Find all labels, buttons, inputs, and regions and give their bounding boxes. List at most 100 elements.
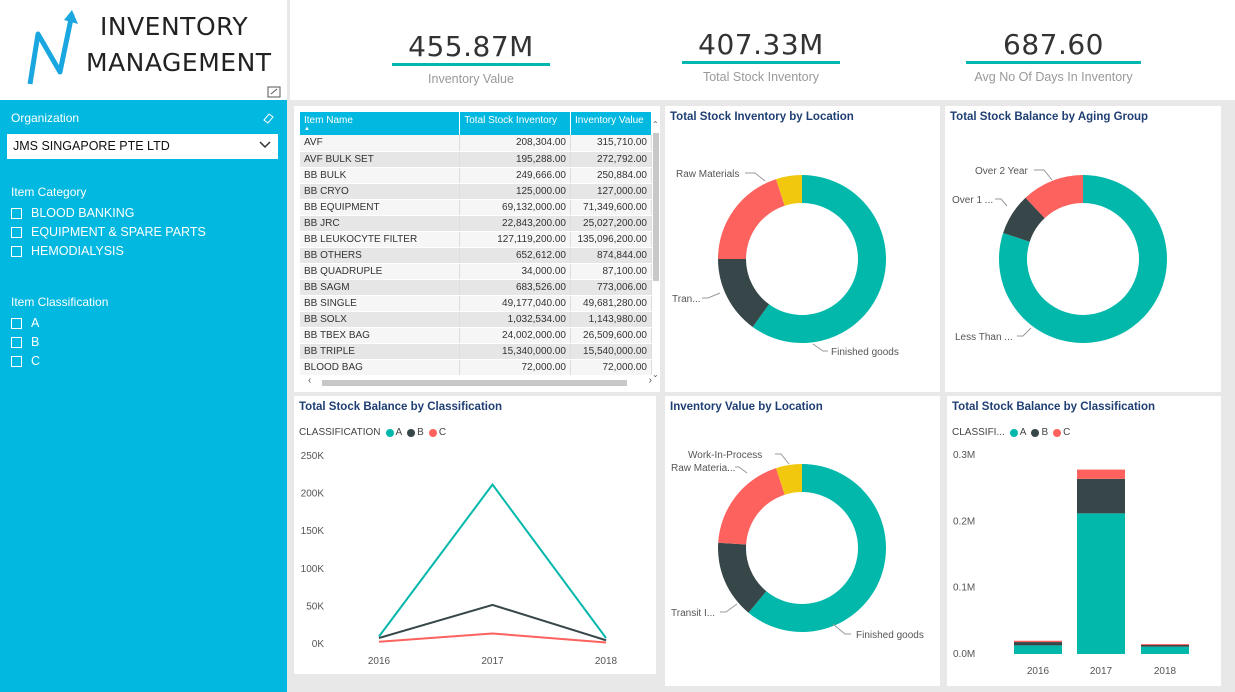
checkbox-icon[interactable] (11, 317, 22, 329)
cell-total-stock: 22,843,200.00 (459, 215, 571, 232)
table-row[interactable]: BB JRC 22,843,200.00 25,027,200.00 (300, 215, 652, 232)
leader-line (735, 466, 748, 474)
chart-legend: CLASSIFI... A B C (952, 427, 1070, 438)
series-line-b (378, 603, 607, 642)
column-header-inventory-value[interactable]: Inventory Value (570, 112, 652, 135)
scrollbar-thumb[interactable] (322, 380, 627, 386)
table-row[interactable]: BB QUADRUPLE 34,000.00 87,100.00 (300, 263, 652, 280)
cell-inventory-value: 72,000.00 (570, 359, 652, 376)
cell-inventory-value: 87,100.00 (570, 263, 652, 280)
table-row[interactable]: BB CRYO 125,000.00 127,000.00 (300, 183, 652, 200)
filter-sidebar (0, 100, 287, 692)
leader-line (745, 172, 766, 182)
cell-item-name: BB OTHERS (300, 247, 461, 264)
scrollbar-thumb[interactable] (653, 133, 659, 281)
table-row[interactable]: BB SOLX 1,032,534.00 1,143,980.00 (300, 311, 652, 328)
donut-slice (718, 179, 785, 259)
y-tick-label: 0.3M (953, 450, 975, 461)
table-row[interactable]: BB OTHERS 652,612.00 874,844.00 (300, 247, 652, 264)
donut-slice (1025, 175, 1083, 219)
cell-item-name: BLOOD BAG (300, 359, 461, 376)
cell-total-stock: 72,000.00 (459, 359, 571, 376)
classification-option-c[interactable]: C (11, 354, 40, 368)
bar-segment (1141, 644, 1189, 646)
checkbox-icon[interactable] (11, 355, 22, 367)
vertical-scrollbar[interactable]: ⌃ ⌄ (652, 120, 660, 379)
y-tick-label: 100K (301, 564, 325, 575)
category-option-blood-banking[interactable]: BLOOD BANKING (11, 206, 135, 220)
table-row[interactable]: BB LEUKOCYTE FILTER 127,119,200.00 135,096… (300, 231, 652, 248)
slice-label: Transit I... (671, 608, 715, 619)
classification-option-b[interactable]: B (11, 335, 39, 349)
kpi-avg-days: 687.60 Avg No Of Days In Inventory (966, 28, 1141, 84)
column-header-total-stock[interactable]: Total Stock Inventory (459, 112, 571, 135)
table-row[interactable]: BB EQUIPMENT 69,132,000.00 71,349,600.00 (300, 199, 652, 216)
donut-slice (999, 175, 1167, 343)
focus-mode-icon[interactable] (267, 86, 281, 98)
leader-line (702, 292, 721, 299)
scroll-left-icon[interactable]: ‹ (308, 375, 312, 386)
organization-dropdown[interactable]: JMS SINGAPORE PTE LTD (7, 134, 278, 159)
cell-inventory-value: 71,349,600.00 (570, 199, 652, 216)
slice-label: Finished goods (831, 347, 899, 358)
checkbox-icon[interactable] (11, 336, 22, 348)
app-title-line2: MANAGEMENT (86, 48, 272, 77)
table-row[interactable]: BB SAGM 683,526.00 773,006.00 (300, 279, 652, 296)
donut-stock-by-aging: Total Stock Balance by Aging Group Less … (945, 106, 1221, 392)
y-tick-label: 50K (306, 601, 324, 612)
slice-label: Less Than ... (955, 332, 1013, 343)
cell-inventory-value: 315,710.00 (570, 135, 652, 152)
slice-label: Raw Materia... (671, 463, 735, 474)
eraser-icon[interactable] (262, 112, 275, 124)
scroll-right-icon[interactable]: › (648, 375, 652, 386)
series-line-a (378, 482, 607, 639)
bar-segment (1014, 640, 1062, 643)
checkbox-icon[interactable] (11, 207, 22, 219)
cell-total-stock: 69,132,000.00 (459, 199, 571, 216)
cell-total-stock: 208,304.00 (459, 135, 571, 152)
cell-total-stock: 15,340,000.00 (459, 343, 571, 360)
bar-segment (1014, 642, 1062, 646)
legend-dot-a (1009, 428, 1018, 437)
slice-label: Finished goods (856, 630, 924, 641)
legend-dot-b (1031, 428, 1040, 437)
donut-slice (752, 175, 886, 343)
checkbox-icon[interactable] (11, 245, 22, 257)
category-option-hemodialysis[interactable]: HEMODIALYSIS (11, 244, 124, 258)
table-row[interactable]: BB BULK 249,666.00 250,884.00 (300, 167, 652, 184)
y-tick-label: 0.0M (953, 649, 975, 660)
kpi-underline (966, 61, 1141, 64)
classification-option-a[interactable]: A (11, 316, 39, 330)
kpi-value: 687.60 (1003, 28, 1104, 61)
table-row[interactable]: AVF 208,304.00 315,710.00 (300, 135, 652, 152)
cell-total-stock: 49,177,040.00 (459, 295, 571, 312)
y-tick-label: 0K (312, 639, 325, 650)
line-stock-by-classification: Total Stock Balance by Classification CL… (294, 396, 656, 674)
checkbox-icon[interactable] (11, 226, 22, 238)
column-header-item-name[interactable]: Item Name ▲ (300, 112, 461, 135)
cell-total-stock: 127,119,200.00 (459, 231, 571, 248)
app-title-line1: INVENTORY (100, 12, 249, 41)
table-row[interactable]: BB TBEX BAG 24,002,000.00 26,509,600.00 (300, 327, 652, 344)
donut-slice (718, 468, 785, 545)
x-tick-label: 2016 (368, 656, 391, 667)
category-option-equipment[interactable]: EQUIPMENT & SPARE PARTS (11, 225, 206, 239)
organization-value: JMS SINGAPORE PTE LTD (13, 139, 170, 153)
table-row[interactable]: BLOOD BAG 72,000.00 72,000.00 (300, 359, 652, 376)
scroll-up-icon[interactable]: ⌃ (652, 120, 659, 129)
table-row[interactable]: BB TRIPLE 15,340,000.00 15,540,000.00 (300, 343, 652, 360)
line-chart: 0K 50K 100K 150K 200K 250K 2016 2017 2018 (301, 451, 618, 667)
table-row[interactable]: BB SINGLE 49,177,040.00 49,681,280.00 (300, 295, 652, 312)
series-line-c (378, 632, 607, 644)
bar-segment (1141, 644, 1189, 647)
scroll-down-icon[interactable]: ⌄ (652, 370, 659, 379)
leader-line (832, 623, 851, 635)
slice-label: Over 1 ... (952, 195, 993, 206)
horizontal-scrollbar[interactable]: ‹ › (308, 375, 652, 389)
slice-label: Tran... (672, 294, 701, 305)
cell-inventory-value: 25,027,200.00 (570, 215, 652, 232)
cell-item-name: BB QUADRUPLE (300, 263, 461, 280)
donut-chart: Finished goods Transit I... Raw Materia...… (671, 450, 924, 641)
leader-line (812, 343, 828, 352)
table-row[interactable]: AVF BULK SET 195,288.00 272,792.00 (300, 151, 652, 168)
